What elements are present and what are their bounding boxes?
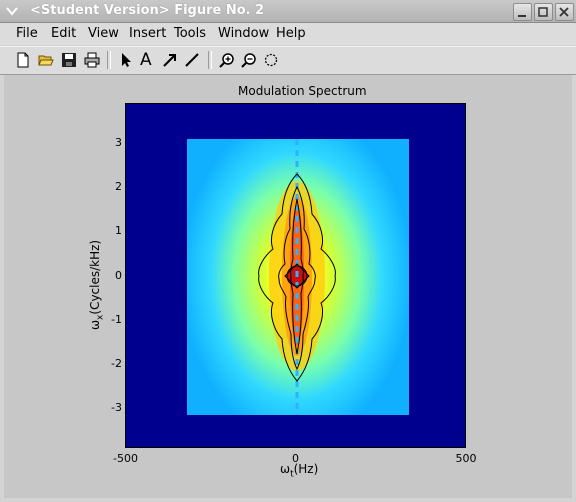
open-folder-icon [38, 55, 54, 66]
window-menu-icon[interactable] [5, 4, 19, 18]
contour-middle [278, 185, 316, 371]
chart-title: Modulation Spectrum [238, 84, 367, 98]
close-button[interactable] [555, 3, 574, 21]
rotate-icon [264, 53, 278, 67]
y-tick-label: -2 [111, 356, 122, 370]
menu-window[interactable]: Window [218, 26, 270, 41]
x-tick-label: -500 [113, 452, 138, 465]
menu-bar: File Edit View Insert Tools Window Help [0, 23, 576, 45]
new-file-button[interactable] [13, 50, 33, 70]
arrow-insert-icon [163, 54, 176, 67]
contour-outer [258, 173, 336, 382]
y-tick-label: 2 [115, 180, 122, 194]
menu-edit[interactable]: Edit [51, 26, 77, 41]
zoom-out-icon [241, 53, 256, 68]
save-icon [62, 53, 76, 67]
toolbar-separator [208, 51, 212, 69]
maximize-button[interactable] [534, 3, 553, 21]
x-tick-label: 0 [292, 452, 299, 465]
contour-diamond [284, 263, 310, 289]
x-axis-label: ωt(Hz) [280, 462, 319, 480]
rotate-3d-button[interactable] [261, 50, 281, 70]
y-tick-label: 0 [115, 268, 122, 282]
minimize-button[interactable] [513, 3, 532, 21]
menu-view[interactable]: View [88, 26, 119, 41]
save-button[interactable] [59, 50, 79, 70]
zoom-in-icon [219, 53, 234, 68]
print-button[interactable] [82, 50, 102, 70]
menu-insert[interactable]: Insert [129, 26, 167, 41]
minimize-icon [518, 15, 526, 17]
maximize-icon [538, 7, 548, 17]
select-arrow-icon [122, 53, 131, 67]
new-file-icon [17, 52, 29, 68]
print-icon [84, 52, 100, 68]
contour-inner [290, 198, 304, 355]
y-axis-label: ωx(Cycles/kHz) [88, 239, 106, 330]
line-insert-icon [185, 53, 199, 67]
y-tick-label: 3 [115, 135, 122, 149]
text-insert-icon: A [140, 50, 152, 70]
y-tick-label: 1 [115, 224, 122, 238]
figure-toolbar: A [0, 46, 576, 75]
x-tick-label: 500 [455, 452, 477, 465]
close-icon [559, 7, 569, 17]
menu-file[interactable]: File [16, 26, 38, 41]
zoom-in-button[interactable] [217, 50, 237, 70]
zoom-out-button[interactable] [239, 50, 259, 70]
menu-tools[interactable]: Tools [174, 26, 207, 41]
contour-peak [286, 265, 308, 287]
heatmap-field [187, 139, 409, 415]
heatmap-contours [258, 139, 336, 415]
window-title-bar[interactable]: <Student Version> Figure No. 2 [0, 0, 576, 23]
y-tick-label: -1 [111, 312, 122, 326]
open-file-button[interactable] [36, 50, 56, 70]
insert-arrow-button[interactable] [160, 50, 180, 70]
window-title: <Student Version> Figure No. 2 [30, 3, 265, 18]
select-tool-button[interactable] [116, 50, 136, 70]
insert-line-button[interactable] [182, 50, 202, 70]
menu-help[interactable]: Help [276, 26, 306, 41]
toolbar-separator [107, 51, 111, 69]
y-tick-label: -3 [111, 401, 122, 415]
insert-text-button[interactable]: A [137, 50, 157, 70]
